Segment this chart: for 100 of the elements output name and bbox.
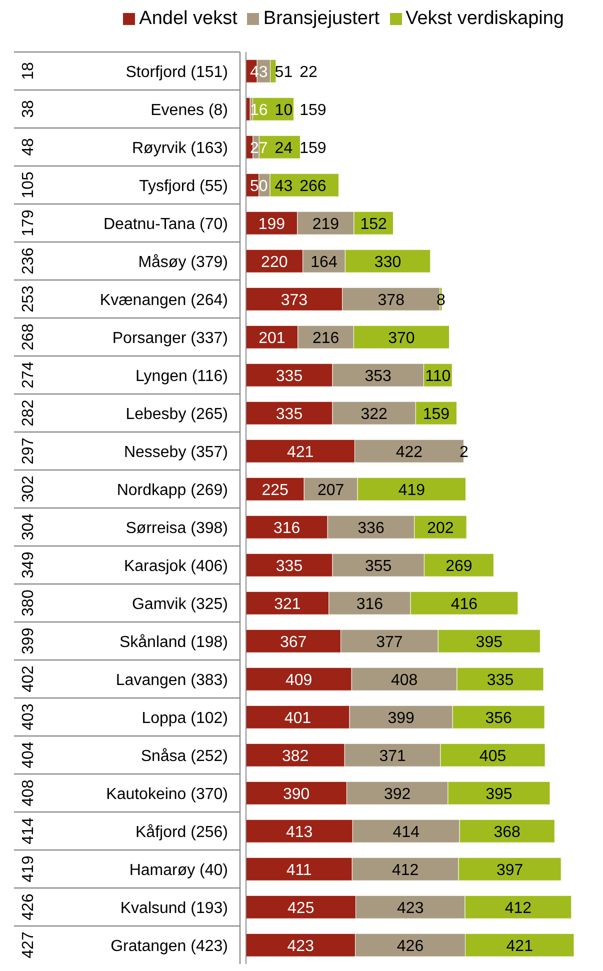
data-label: 405 <box>479 748 506 766</box>
text: 282 <box>20 400 37 426</box>
data-label: 355 <box>365 558 392 576</box>
data-label: 412 <box>504 900 532 918</box>
text: 18 <box>20 62 37 80</box>
data-label: 2 <box>460 444 469 462</box>
text: 349 <box>20 552 37 578</box>
data-label: 356 <box>485 710 512 728</box>
data-label: 401 <box>284 710 312 728</box>
data-label: 419 <box>398 482 426 500</box>
y-tick-label: Porsanger (337) <box>112 330 228 347</box>
data-label: 411 <box>286 862 312 880</box>
data-label: 199 <box>258 216 286 234</box>
text: 403 <box>20 704 37 730</box>
legend-label: Bransjejustert <box>263 8 380 29</box>
text: 179 <box>20 210 37 236</box>
data-label: 371 <box>379 748 406 766</box>
data-label: 110 <box>425 368 451 386</box>
data-label: 390 <box>283 786 310 804</box>
data-label: 336 <box>358 520 384 538</box>
y-tick-label: Lyngen (116) <box>135 368 228 385</box>
data-label: 225 <box>262 482 288 500</box>
data-label: 423 <box>397 900 424 918</box>
y-tick-label: Måsøy (379) <box>138 254 228 271</box>
y-tick-label: Snåsa (252) <box>140 748 228 765</box>
data-label: 201 <box>258 330 286 348</box>
data-label: 335 <box>276 406 303 424</box>
y-tick-label: Storfjord (151) <box>126 64 228 81</box>
text: 380 <box>20 590 37 616</box>
data-label: 159 <box>422 406 450 424</box>
data-label: 335 <box>276 558 303 576</box>
data-label: 10 <box>274 102 293 120</box>
y-tick-label: Nordkapp (269) <box>116 482 228 499</box>
data-label: 219 <box>312 216 340 234</box>
data-label: 378 <box>378 292 405 310</box>
y-tick-label: Nesseby (357) <box>124 444 228 461</box>
data-label: 220 <box>261 254 288 272</box>
data-label: 409 <box>285 672 312 690</box>
data-label: 24 <box>274 140 293 158</box>
data-label: 408 <box>390 672 418 690</box>
data-label: 423 <box>287 938 314 956</box>
text: 402 <box>20 666 37 692</box>
data-label: 425 <box>288 900 314 918</box>
y-tick-label: Lavangen (383) <box>116 672 228 689</box>
text: 427 <box>20 932 37 958</box>
data-label: 416 <box>450 596 478 614</box>
data-label: 159 <box>300 102 326 120</box>
data-label: 159 <box>300 140 326 158</box>
y-tick-label: Røyrvik (163) <box>132 140 228 157</box>
y-tick-label: Skånland (198) <box>119 634 228 651</box>
data-label: 50 <box>250 178 268 196</box>
text: 236 <box>20 248 37 274</box>
data-label: 216 <box>312 330 340 348</box>
data-label: 335 <box>276 368 303 386</box>
data-label: 22 <box>300 64 318 82</box>
data-label: 43 <box>274 178 293 196</box>
y-tick-label: Sørreisa (398) <box>126 520 228 537</box>
data-label: 422 <box>396 444 423 462</box>
y-tick-label: Gratangen (423) <box>110 938 228 955</box>
text: 268 <box>20 324 37 350</box>
data-label: 377 <box>376 634 403 652</box>
y-tick-label: Karasjok (406) <box>124 558 228 575</box>
data-label: 382 <box>282 748 309 766</box>
data-label: 316 <box>356 596 384 614</box>
data-label: 269 <box>446 558 472 576</box>
text: 274 <box>20 362 37 388</box>
data-label: 395 <box>486 786 512 804</box>
data-label: 164 <box>310 254 338 272</box>
data-label: 413 <box>286 824 313 842</box>
text: 404 <box>20 742 37 768</box>
data-label: 370 <box>388 330 415 348</box>
data-label: 395 <box>476 634 503 652</box>
y-tick-label: Gamvik (325) <box>132 596 228 613</box>
data-label: 367 <box>280 634 307 652</box>
text: 426 <box>20 894 37 920</box>
data-label: 316 <box>273 520 300 538</box>
y-tick-label: Evenes (8) <box>150 102 228 119</box>
y-tick-label: Deatnu-Tana (70) <box>103 216 228 233</box>
text: 48 <box>20 138 37 156</box>
data-label: 392 <box>384 786 411 804</box>
data-label: 266 <box>300 178 326 196</box>
data-label: 397 <box>496 862 524 880</box>
data-label: 412 <box>392 862 419 880</box>
text: 399 <box>20 628 37 654</box>
data-label: 202 <box>427 520 454 538</box>
y-tick-label: Kautokeino (370) <box>106 786 228 803</box>
data-label: 152 <box>360 216 388 234</box>
text: 419 <box>20 856 37 882</box>
data-label: 373 <box>280 292 308 310</box>
y-tick-label: Hamarøy (40) <box>129 862 228 879</box>
text: 105 <box>20 172 37 198</box>
text: 408 <box>20 780 37 806</box>
y-tick-label: Kåfjord (256) <box>136 824 228 841</box>
text: 297 <box>20 438 37 464</box>
text: 38 <box>20 100 37 118</box>
y-tick-label: Kvænangen (264) <box>100 292 228 309</box>
text: 414 <box>20 818 37 844</box>
data-label: 414 <box>392 824 420 842</box>
data-label: 207 <box>317 482 344 500</box>
data-label: 335 <box>486 672 514 690</box>
